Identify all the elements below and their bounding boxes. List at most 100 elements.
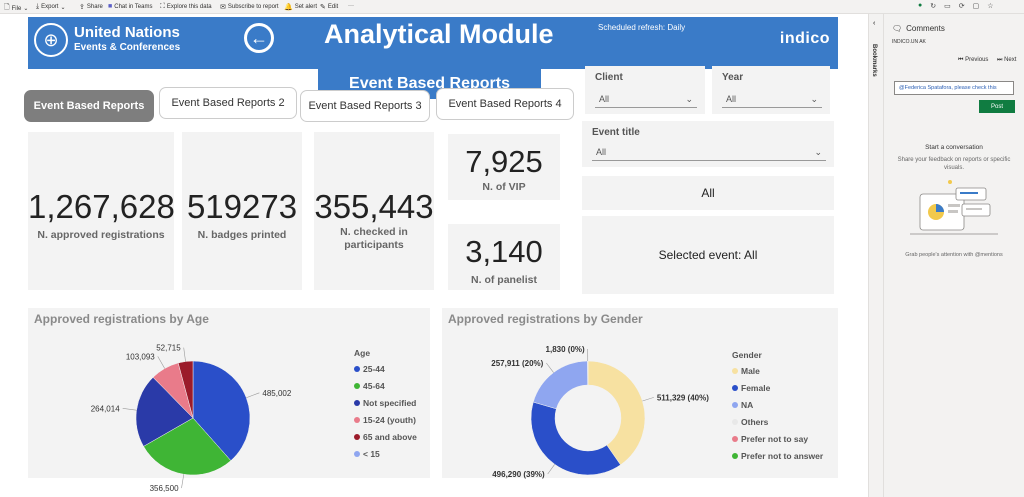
event-title-filter: Event title All ⌄ [582, 121, 834, 167]
legend-item-15-24-youth[interactable]: 15-24 (youth) [354, 415, 416, 425]
teams-icon: ■ [108, 3, 113, 10]
all-card: All [582, 176, 834, 210]
arrow-left-icon: ← [250, 27, 268, 48]
legend-item-not-specified[interactable]: Not specified [354, 398, 416, 408]
view-icon[interactable]: ▭ [944, 3, 951, 10]
set-alert-button[interactable]: 🔔 Set alert [284, 4, 318, 11]
data-label-na: 257,911 (20%) [491, 359, 543, 368]
org-name: United Nations [74, 24, 180, 41]
legend-marker-15 [354, 451, 360, 457]
slice-female[interactable] [530, 401, 621, 476]
legend-item-female[interactable]: Female [732, 383, 770, 393]
comments-context: INDICO.UN AK [892, 39, 926, 45]
gender-chart-title: Approved registrations by Gender [448, 312, 643, 326]
year-dropdown[interactable]: All ⌄ [722, 91, 822, 108]
chevron-left-icon[interactable]: ‹ [873, 20, 876, 27]
top-toolbar: 🗋 File ⌄ ⤓ Export ⌄ ⇪ Share ■ Chat in Teams ⛶ E… [0, 0, 1024, 14]
bookmarks-strip: ‹ Bookmarks [868, 14, 884, 497]
tab-event-based-reports-4[interactable]: Event Based Reports 4 [436, 88, 574, 120]
copilot-icon[interactable]: ● [918, 2, 923, 9]
legend-label-65-and-above: 65 and above [363, 432, 417, 442]
subscribe-button[interactable]: ✉ Subscribe to report [220, 4, 279, 11]
gender-chart-card: Approved registrations by Gender 511,329… [442, 308, 838, 479]
start-conversation-heading: Start a conversation [925, 144, 983, 151]
slice-others[interactable] [587, 360, 589, 386]
header-banner: ⊕ United Nations Events & Conferences ← … [28, 17, 838, 69]
tab-event-based-reports-3[interactable]: Event Based Reports 3 [300, 90, 430, 122]
legend-item-45-64[interactable]: 45-64 [354, 381, 385, 391]
data-label-15-24-youth: 103,093 [126, 352, 155, 361]
legend-item-others[interactable]: Others [732, 417, 768, 427]
kpi-checked-label: N. checked in participants [340, 226, 408, 251]
next-button[interactable]: ⏭ Next [997, 57, 1017, 63]
legend-marker-prefer-not-to-say [732, 436, 738, 442]
legend-item-na[interactable]: NA [732, 400, 753, 410]
legend-item-15[interactable]: < 15 [354, 449, 380, 459]
explore-data-button[interactable]: ⛶ Explore this data [160, 3, 212, 10]
slice-25-44[interactable] [192, 360, 251, 461]
bookmarks-label[interactable]: Bookmarks [871, 44, 877, 77]
leader-line-female [547, 464, 555, 475]
comment-input[interactable]: @Federica Spatafora, please check this [894, 81, 1014, 95]
legend-label-female: Female [741, 383, 771, 393]
legend-item-prefer-not-to-answer[interactable]: Prefer not to answer [732, 451, 823, 461]
client-filter: Client All ⌄ [585, 66, 705, 114]
kpi-approved-label: N. approved registrations [37, 229, 165, 241]
indico-logo: indico [779, 30, 830, 47]
legend-item-prefer-not-to-say[interactable]: Prefer not to say [732, 434, 808, 444]
legend-label-male: Male [741, 366, 760, 376]
data-label-male: 511,329 (40%) [657, 393, 709, 402]
slice-na[interactable] [532, 360, 588, 410]
comments-pane: 🗨 Comments INDICO.UN AK ⏮ Previous ⏭ Next… [884, 14, 1024, 497]
leader-line-male [642, 397, 654, 402]
kpi-checked-card: 355,443 N. checked in participants [314, 132, 434, 290]
slice-male[interactable] [587, 360, 646, 466]
more-button[interactable]: ··· [348, 3, 354, 9]
refresh-text: Scheduled refresh: Daily [598, 23, 686, 32]
legend-label-others: Others [741, 417, 769, 427]
mail-icon: ✉ [220, 4, 226, 11]
legend-item-65-and-above[interactable]: 65 and above [354, 432, 417, 442]
data-label-female: 496,290 (39%) [492, 470, 545, 479]
previous-button[interactable]: ⏮ Previous [958, 57, 989, 63]
file-menu[interactable]: 🗋 File ⌄ [4, 4, 29, 12]
share-button[interactable]: ⇪ Share [79, 4, 103, 11]
tab-event-based-reports-2[interactable]: Event Based Reports 2 [159, 87, 297, 119]
legend-label-15: < 15 [363, 449, 380, 459]
tab-event-based-reports[interactable]: Event Based Reports [24, 90, 154, 122]
chevron-down-icon: ⌄ [685, 93, 693, 104]
slice-45-64[interactable] [143, 417, 232, 476]
leader-line-65-and-above [183, 347, 186, 362]
legend-item-male[interactable]: Male [732, 366, 760, 376]
post-button[interactable]: Post [979, 100, 1015, 113]
data-label-65-and-above: 52,715 [156, 344, 181, 353]
slice-not-specified[interactable] [135, 376, 194, 447]
reload-icon[interactable]: ⟳ [958, 3, 965, 10]
client-filter-label: Client [595, 72, 623, 83]
un-logo-icon: ⊕ [34, 23, 68, 57]
client-dropdown[interactable]: All ⌄ [595, 91, 697, 108]
org-subtitle: Events & Conferences [74, 42, 181, 53]
previous-icon: ⏮ [958, 57, 966, 63]
leader-line-45-64 [181, 474, 185, 489]
export-menu[interactable]: ⤓ Export ⌄ [36, 3, 66, 11]
data-label-others: 1,830 (0%) [546, 345, 585, 354]
legend-label-prefer-not-to-say: Prefer not to say [741, 434, 809, 444]
edit-button[interactable]: ✎ Edit [320, 4, 339, 11]
star-icon[interactable]: ☆ [987, 3, 994, 10]
chevron-down-icon: ⌄ [23, 6, 29, 12]
back-arrow-button[interactable]: ← [244, 23, 274, 53]
chat-in-teams-button[interactable]: ■ Chat in Teams [108, 3, 153, 10]
mentions-hint: Grab people's attention with @mentions [905, 252, 1003, 258]
toolbar-right-icons: ● ↻ ▭ ⟳ ▢ ☆ [918, 2, 994, 10]
legend-marker-na [732, 402, 738, 408]
legend-item-25-44[interactable]: 25-44 [354, 364, 385, 374]
comment-icon: 🗨 [892, 24, 903, 33]
export-icon: ⤓ [36, 3, 40, 10]
conversation-illustration-icon [910, 180, 998, 235]
comment-icon[interactable]: ▢ [972, 3, 980, 10]
event-title-dropdown[interactable]: All ⌄ [592, 144, 826, 161]
refresh-icon[interactable]: ↻ [930, 3, 937, 10]
file-icon: 🗋 [4, 4, 10, 11]
